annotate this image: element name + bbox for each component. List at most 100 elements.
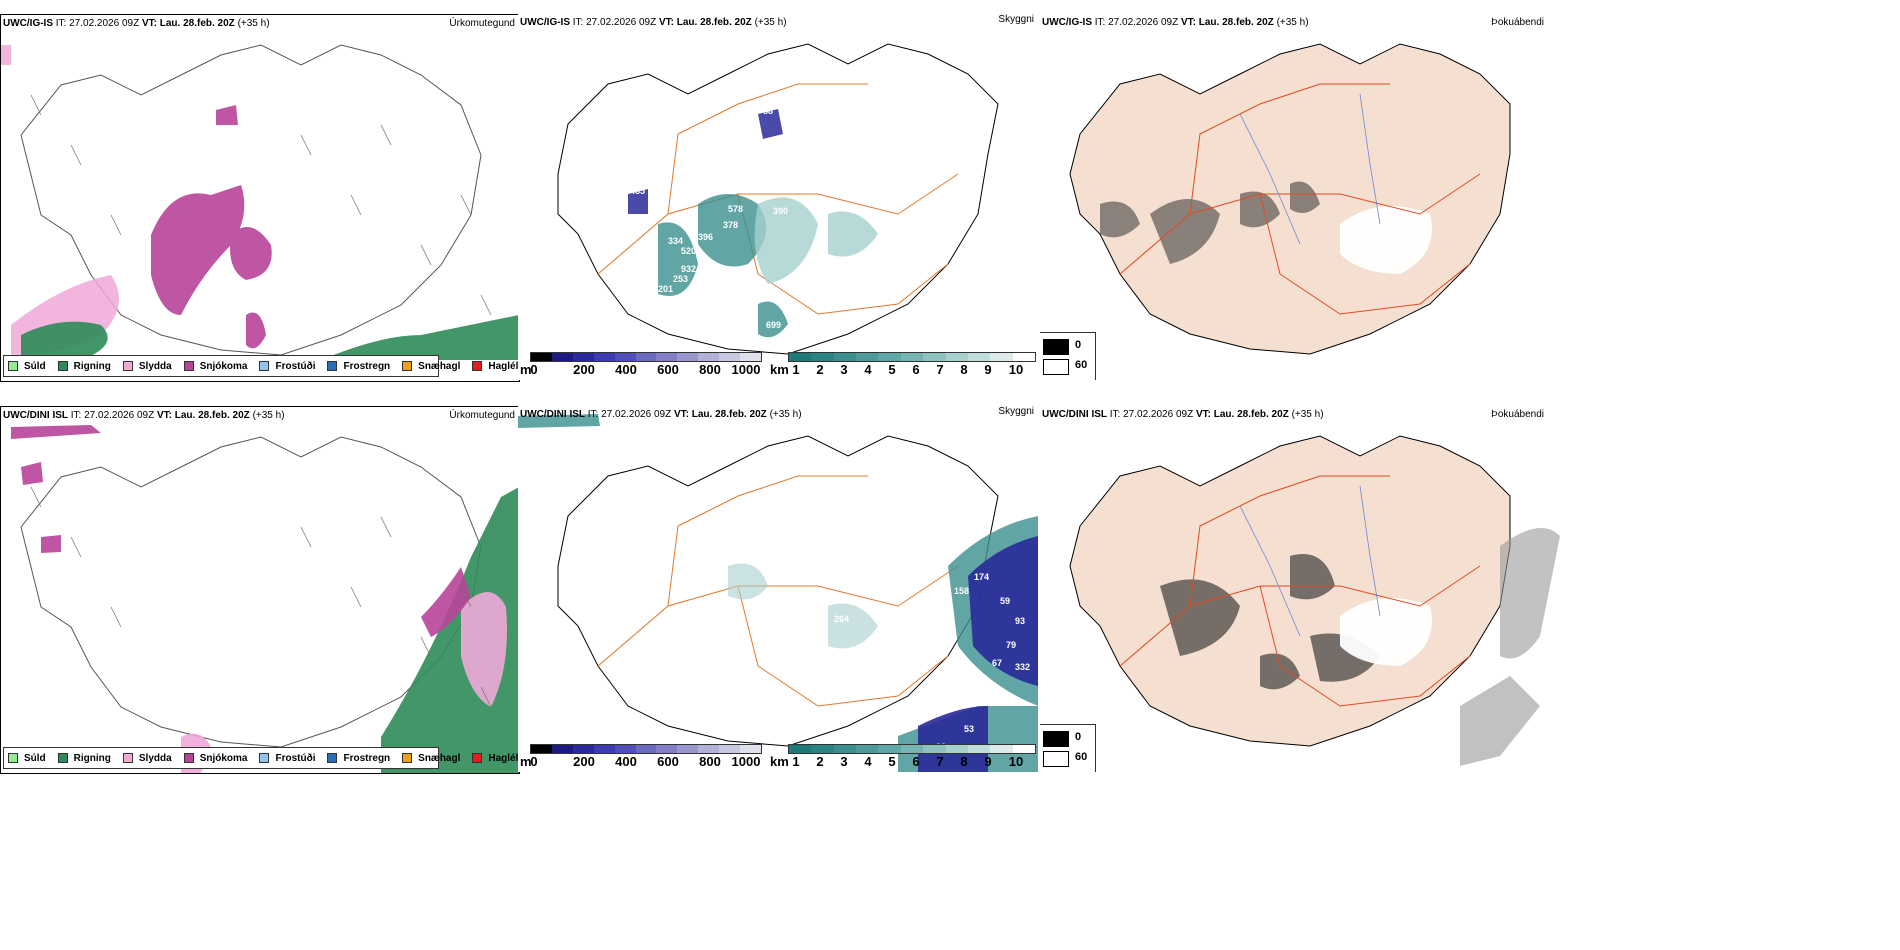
cloud-base-label: 396 [698, 232, 714, 242]
tick-label: 1000 [731, 362, 761, 377]
road-network [597, 475, 959, 707]
fog-legend-swatch-0 [1043, 731, 1069, 747]
it-label: IT: [572, 17, 584, 28]
it-label: IT: [70, 410, 82, 421]
lead-time: (+35 h) [237, 18, 270, 29]
legend-item-snjokoma: Snjókoma [183, 361, 247, 372]
tick-label: 800 [699, 754, 721, 769]
it-value: 27.02.2026 09Z [586, 17, 657, 28]
road-network [1119, 475, 1481, 707]
legend-item-snaehagl: Snæhagl [402, 753, 460, 764]
lead-time: (+35 h) [252, 410, 285, 421]
colorbar-visibility-row1: km 1 2 3 4 5 6 7 8 9 10 [770, 352, 1038, 380]
it-value: 27.02.2026 09Z [84, 410, 155, 421]
cloud-base-label: 505 [690, 188, 706, 198]
wind-barbs [30, 94, 492, 316]
it-value: 27.02.2026 09Z [69, 18, 140, 29]
cloud-base-label: 174 [974, 572, 990, 582]
colorbar-height-ticks: 0 200 400 600 800 1000 [518, 362, 768, 377]
visibility-header-row2: UWC/DINI ISL IT: 27.02.2026 09Z VT: Lau.… [520, 409, 802, 420]
precip-header-row1: UWC/IG-IS IT: 27.02.2026 09Z VT: Lau. 28… [3, 18, 270, 29]
tick-label: 800 [699, 362, 721, 377]
fog-legend-label: 0 [1075, 731, 1082, 743]
legend-item-frostudi: Frostúði [259, 361, 315, 372]
model-name: UWC/DINI ISL [520, 409, 585, 420]
legend-item-frostregn: Frostregn [327, 753, 390, 764]
cloud-base-label: 158 [954, 586, 970, 596]
tick-label: 5 [888, 754, 896, 769]
vt-label: VT: [156, 410, 172, 421]
vt-label: VT: [658, 17, 674, 28]
legend-item-frostudi: Frostúði [259, 753, 315, 764]
fog-panel-row2: UWC/DINI ISL IT: 27.02.2026 09Z VT: Lau.… [1040, 406, 1900, 772]
cloud-base-label: 207 [773, 494, 789, 504]
model-name: UWC/DINI ISL [1042, 409, 1107, 420]
vt-value: Lau. 28.feb. 20Z [1198, 17, 1274, 28]
cloud-base-label: 264 [834, 614, 850, 624]
iceland-outline [557, 43, 999, 355]
it-label: IT: [1094, 17, 1106, 28]
legend-item-slydda: Slydda [122, 753, 172, 764]
fog-clear-white [1340, 206, 1432, 274]
tick-label: 6 [912, 754, 920, 769]
tick-label: 1000 [731, 754, 761, 769]
snow-areas [11, 425, 471, 637]
fog-header-row2: UWC/DINI ISL IT: 27.02.2026 09Z VT: Lau.… [1042, 409, 1324, 420]
tick-label: 10 [1008, 362, 1024, 377]
legend-item-rigning: Rigning [57, 753, 111, 764]
precip-panel-row1: UWC/IG-IS IT: 27.02.2026 09Z VT: Lau. 28… [0, 14, 520, 382]
cloud-dark-blue [918, 536, 1038, 772]
cloud-base-label: 578 [728, 204, 744, 214]
legend-item-slydda: Slydda [122, 361, 172, 372]
tick-label: 600 [657, 754, 679, 769]
colorbar-height-row1: m 0 200 400 600 800 1000 [518, 352, 768, 380]
precip-map-row2 [11, 425, 519, 773]
legend-item-frostregn: Frostregn [327, 361, 390, 372]
precip-map-row1 [1, 44, 519, 360]
low-cloud-teal [658, 194, 788, 338]
cloud-base-label: 699 [766, 320, 782, 330]
snow-areas [151, 105, 272, 349]
vt-value: Lau. 28.feb. 20Z [691, 409, 767, 420]
it-label: IT: [55, 18, 67, 29]
tick-label: 3 [840, 362, 848, 377]
colorbar-visibility-strip [788, 744, 1036, 754]
it-value: 27.02.2026 09Z [1123, 409, 1194, 420]
model-name: UWC/IG-IS [3, 18, 53, 29]
legend-item-sudl: Súld [8, 753, 46, 764]
fog-shading [1160, 554, 1380, 690]
cloud-base-label: 58 [690, 312, 701, 322]
legend-item-snaehagl: Snæhagl [402, 361, 460, 372]
tick-label: 6 [912, 362, 920, 377]
precip-title-row1: Úrkomutegund [449, 18, 515, 29]
cloud-base-label: 201 [658, 284, 674, 294]
lead-time: (+35 h) [754, 17, 787, 28]
legend-item-rigning: Rigning [57, 361, 111, 372]
fog-title-row1: Þokuábendi [1491, 17, 1544, 28]
vt-label: VT: [1195, 409, 1211, 420]
tick-label: 600 [657, 362, 679, 377]
cloud-dark-blue [628, 109, 783, 214]
tick-label: 3 [840, 754, 848, 769]
colorbar-visibility-row2: km 1 2 3 4 5 6 7 8 9 10 [770, 744, 1038, 772]
tick-label: 400 [615, 362, 637, 377]
visibility-header-row1: UWC/IG-IS IT: 27.02.2026 09Z VT: Lau. 28… [520, 17, 787, 28]
vt-label: VT: [673, 409, 689, 420]
model-name: UWC/IG-IS [520, 17, 570, 28]
tick-label: 400 [615, 754, 637, 769]
fog-map-row1 [1069, 43, 1511, 355]
fog-legend-label: 0 [1075, 339, 1082, 351]
colorbar-height-ticks: 0 200 400 600 800 1000 [518, 754, 768, 769]
cloud-base-label: 28 [550, 336, 561, 346]
cloud-base-label: 59 [1000, 596, 1011, 606]
tick-label: 9 [984, 362, 992, 377]
model-name: UWC/IG-IS [1042, 17, 1092, 28]
cloud-base-label: 932 [681, 264, 697, 274]
colorbar-visibility-ticks: 1 2 3 4 5 6 7 8 9 10 [770, 754, 1038, 769]
visibility-title-row1: Skyggni [998, 14, 1034, 25]
legend-item-snjokoma: Snjókoma [183, 753, 247, 764]
tick-label: 7 [936, 362, 944, 377]
tick-label: 8 [960, 754, 968, 769]
lead-time: (+35 h) [1276, 17, 1309, 28]
it-value: 27.02.2026 09Z [601, 409, 672, 420]
